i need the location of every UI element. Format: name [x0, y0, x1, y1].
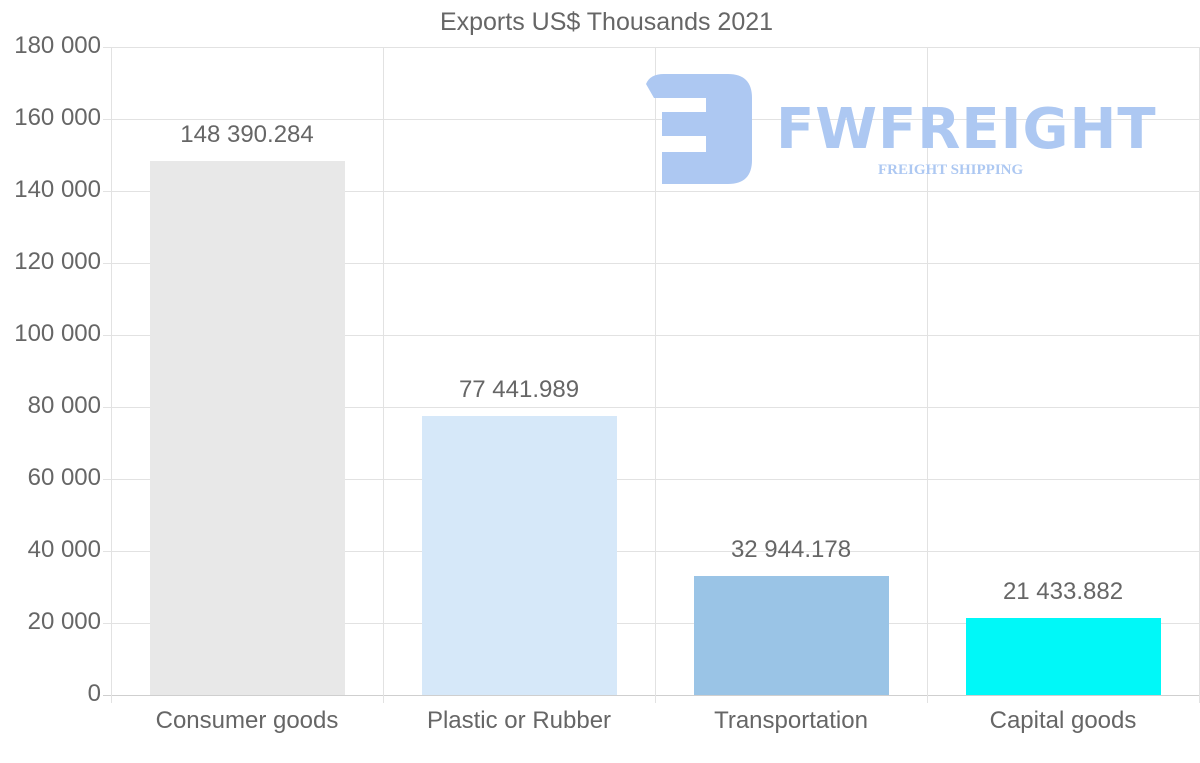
v-grid-line [655, 47, 656, 703]
h-grid-line [103, 119, 1200, 120]
bar-plastic-or-rubber[interactable] [422, 416, 617, 695]
h-grid-line [103, 551, 1200, 552]
h-grid-line [103, 191, 1200, 192]
y-tick-label: 180 000 [14, 32, 101, 59]
bar-consumer-goods[interactable] [150, 160, 345, 695]
x-tick-label: Plastic or Rubber [426, 707, 612, 734]
h-grid-line [103, 479, 1200, 480]
bar-capital-goods[interactable] [966, 617, 1161, 695]
y-tick-label: 160 000 [14, 104, 101, 131]
bar-transportation[interactable] [694, 576, 889, 695]
y-tick-label: 60 000 [27, 464, 101, 491]
logo-brand-text: FWFREIGHT [776, 97, 1156, 162]
h-grid-line [103, 263, 1200, 264]
y-tick-label: 100 000 [14, 320, 101, 347]
y-tick-label: 40 000 [27, 536, 101, 563]
y-tick-label: 120 000 [14, 248, 101, 275]
h-grid-line [103, 623, 1200, 624]
bar-value-label: 21 433.882 [1002, 577, 1124, 605]
logo-mark-icon [646, 74, 752, 184]
v-grid-line [111, 47, 112, 703]
h-grid-line [103, 335, 1200, 336]
chart-title: Exports US$ Thousands 2021 [439, 8, 774, 36]
bar-value-label: 32 944.178 [730, 536, 852, 564]
y-tick-label: 20 000 [27, 608, 101, 635]
v-grid-line [927, 47, 928, 703]
logo-tagline-text: FREIGHT SHIPPING [878, 162, 1023, 178]
y-tick-label: 140 000 [14, 176, 101, 203]
h-grid-line [103, 695, 1200, 696]
x-tick-label: Transportation [714, 707, 868, 734]
x-tick-label: Capital goods [989, 707, 1137, 734]
h-grid-line [103, 47, 1200, 48]
y-tick-label: 80 000 [27, 392, 101, 419]
h-grid-line [103, 407, 1200, 408]
y-tick-label: 0 [87, 680, 101, 707]
x-tick-label: Consumer goods [155, 707, 339, 734]
v-grid-line [383, 47, 384, 703]
bar-value-label: 77 441.989 [458, 376, 580, 404]
bar-value-label: 148 390.284 [180, 120, 314, 148]
fwfreight-watermark-logo: FWFREIGHT FREIGHT SHIPPING [646, 74, 1156, 184]
